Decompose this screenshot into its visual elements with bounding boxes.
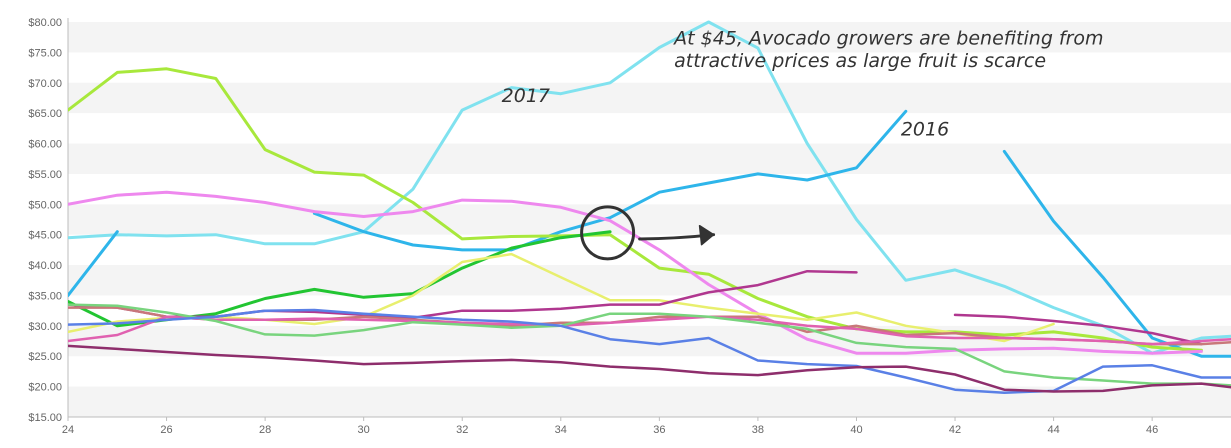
y-tick-label: $70.00 — [28, 78, 62, 90]
y-tick-label: $35.00 — [28, 290, 62, 302]
x-tick-label: 44 — [1047, 424, 1059, 436]
series-line-12 — [68, 344, 1231, 393]
x-tick-label: 28 — [259, 424, 271, 436]
series-line-2 — [1002, 149, 1231, 358]
annotation-text: At $45, Avocado growers are benefiting f… — [672, 27, 1103, 49]
x-tick-label: 24 — [62, 424, 74, 436]
series-line-9 — [68, 315, 1231, 346]
x-tick-label: 38 — [752, 424, 764, 436]
y-tick-label: $55.00 — [28, 169, 62, 181]
x-tick-label: 36 — [653, 424, 665, 436]
annotation-text: attractive prices as large fruit is scar… — [674, 50, 1046, 72]
series-line-1 — [68, 20, 1231, 355]
highlight-circle — [580, 205, 636, 261]
annotation-text: 2016 — [901, 119, 949, 141]
grid-band — [68, 82, 1231, 114]
axes: $15.00 $20.00 $25.00 $30.00 $35.00 $40.00 $45.… — [28, 17, 1231, 436]
grid-band — [68, 325, 1231, 357]
x-tick-label: 32 — [456, 424, 468, 436]
annotation-group: At $45, Avocado growers are benefiting f… — [502, 27, 1104, 261]
series-line-2 — [312, 109, 908, 252]
y-tick-label: $40.00 — [28, 260, 62, 272]
x-tick-label: 40 — [850, 424, 862, 436]
grid-band — [68, 22, 1231, 53]
grid-band — [68, 265, 1231, 296]
x-tick-label: 42 — [949, 424, 961, 436]
arrow-head — [698, 224, 715, 246]
y-tick-label: $80.00 — [28, 17, 62, 29]
y-tick-label: $15.00 — [28, 412, 62, 424]
series-group — [68, 20, 1231, 394]
y-tick-label: $60.00 — [28, 139, 62, 151]
x-tick-label: 46 — [1146, 424, 1158, 436]
y-tick-label: $50.00 — [28, 199, 62, 211]
y-tick-label: $75.00 — [28, 47, 62, 59]
series-line-10 — [68, 303, 1231, 387]
annotation-text: 2017 — [502, 85, 550, 107]
y-tick-label: $20.00 — [28, 382, 62, 394]
series-line-6 — [68, 252, 1055, 343]
y-tick-label: $25.00 — [28, 351, 62, 363]
series-line-7 — [953, 313, 1203, 346]
x-tick-label: 26 — [160, 424, 172, 436]
series-line-3 — [68, 67, 1203, 352]
y-tick-label: $45.00 — [28, 230, 62, 242]
x-tick-label: 30 — [358, 424, 370, 436]
grid-band — [68, 204, 1231, 235]
y-tick-label: $30.00 — [28, 321, 62, 333]
y-tick-label: $65.00 — [28, 108, 62, 120]
grid-bands — [68, 22, 1231, 417]
grid-band — [68, 143, 1231, 174]
series-line-2 — [68, 230, 119, 297]
x-tick-label: 34 — [555, 424, 567, 436]
